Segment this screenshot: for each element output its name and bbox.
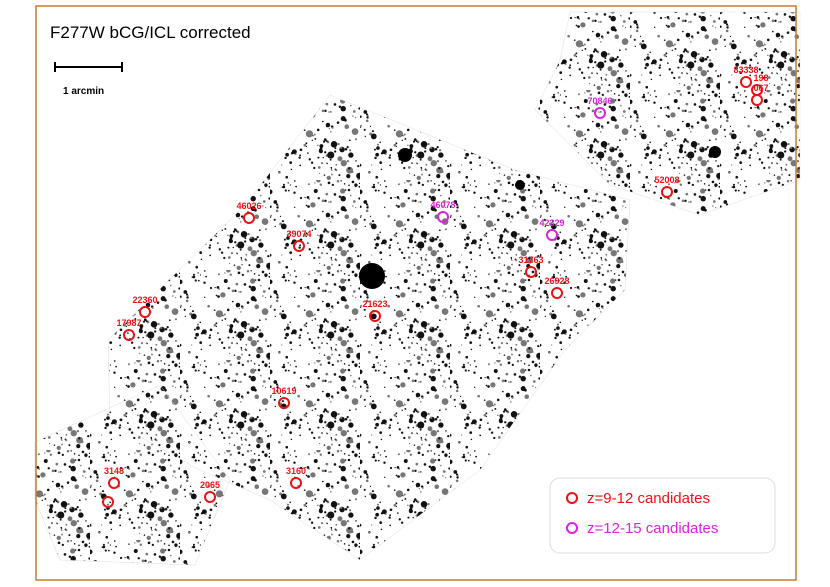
legend-label: z=12-15 candidates [587, 520, 718, 537]
candidate-marker [102, 496, 114, 508]
candidate-label: 46026 [236, 201, 261, 211]
candidate-marker [139, 306, 151, 318]
candidate-label: 52008 [654, 175, 679, 185]
candidate-label: 26928 [544, 276, 569, 286]
candidate-marker [278, 397, 290, 409]
mosaic [34, 11, 801, 566]
candidate-marker [546, 229, 558, 241]
scale-label: 1 arcmin [63, 86, 104, 97]
candidate-label: 83338 [733, 65, 758, 75]
bright-sources [359, 146, 721, 289]
candidate-marker [204, 491, 216, 503]
candidate-label: 70846 [587, 96, 612, 106]
candidate-marker [661, 186, 673, 198]
legend-label: z=9-12 candidates [587, 490, 710, 507]
candidate-label: 067 [753, 83, 768, 93]
candidate-label: 17987 [116, 318, 141, 328]
candidate-marker [123, 329, 135, 341]
candidate-label: 21623 [362, 299, 387, 309]
candidate-label: 22360 [132, 295, 157, 305]
candidate-label: 3148 [104, 466, 124, 476]
candidate-marker [108, 477, 120, 489]
legend [549, 477, 776, 554]
candidate-label: 3160 [286, 466, 306, 476]
candidate-marker [243, 212, 255, 224]
title: F277W bCG/ICL corrected [50, 23, 251, 42]
candidate-label: 10619 [271, 386, 296, 396]
candidate-marker [740, 76, 752, 88]
legend-marker [566, 492, 578, 504]
candidate-marker [594, 107, 606, 119]
frame [35, 5, 797, 581]
candidate-label: 198 [753, 73, 768, 83]
candidate-marker [437, 211, 449, 223]
candidate-label: 39074 [286, 229, 311, 239]
candidate-label: 46078 [430, 200, 455, 210]
candidate-label: 2065 [200, 480, 220, 490]
candidate-marker [551, 287, 563, 299]
candidate-marker [751, 94, 763, 106]
candidate-marker [369, 310, 381, 322]
candidate-marker [290, 477, 302, 489]
candidate-label: 31763 [518, 255, 543, 265]
candidate-marker [525, 266, 537, 278]
candidate-marker [293, 240, 305, 252]
legend-marker [566, 522, 578, 534]
candidate-label: 42329 [539, 218, 564, 228]
